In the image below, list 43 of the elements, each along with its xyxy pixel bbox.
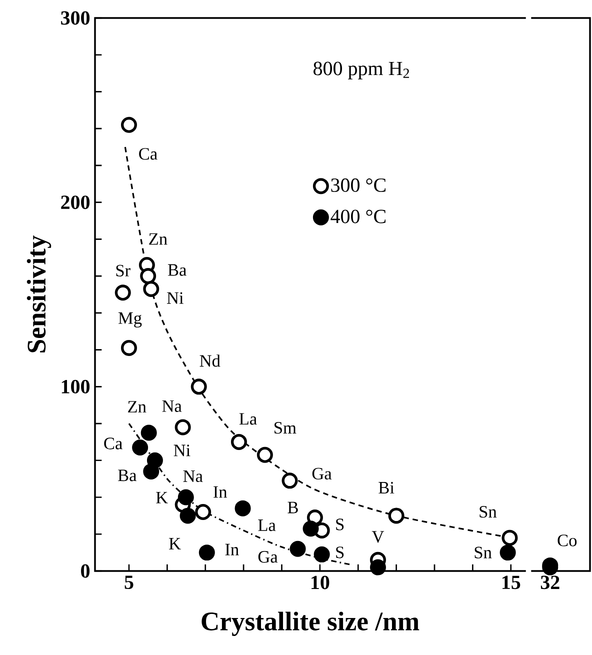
y-tick-label: 200 [61, 196, 90, 210]
annotation: Ba [168, 264, 186, 276]
annotation: Bi [378, 482, 394, 494]
annotation: Mg [118, 312, 142, 328]
x-tick-label: 10 [312, 576, 330, 590]
annotation: Ba [118, 470, 137, 482]
x-tick-label: 15 [502, 576, 520, 590]
annotation: Zn [128, 401, 146, 412]
x-axis-title: Crystallite size /nm [202, 612, 420, 636]
annotation: Co [558, 534, 577, 546]
y-axis-title: Sensitivity [26, 235, 52, 352]
annotation: La [239, 413, 257, 425]
annotation: La [258, 520, 276, 532]
annotation: Sm [274, 422, 296, 434]
annotation: Ca [139, 148, 158, 160]
annotation: Na [183, 470, 203, 482]
annotation: Sr [116, 264, 130, 276]
annotation: B [288, 502, 298, 514]
annotation: Nd [200, 354, 220, 367]
annotation: K [169, 538, 181, 550]
x-tick-label: 32 [540, 576, 560, 590]
y-tick-label: 300 [61, 11, 90, 25]
annotation: Na [162, 400, 182, 412]
annotation: In [213, 486, 228, 498]
x-tick-label: 5 [124, 576, 134, 589]
annotation: 800 ppm H$_{2}$ [314, 62, 409, 80]
annotation: Ga [312, 468, 332, 480]
annotation: Ni [174, 444, 190, 456]
annotation: Zn [149, 233, 168, 245]
legend-label: 300 °C [331, 178, 386, 192]
annotation: Sn [480, 506, 497, 518]
annotation: Ga [258, 551, 278, 563]
y-tick-label: 100 [62, 380, 90, 394]
annotation: Ni [166, 292, 184, 304]
legend-label: 400 °C [330, 210, 386, 224]
annotation: Sn [474, 546, 492, 558]
annotation: In [225, 544, 239, 556]
annotation: V [372, 531, 384, 543]
annotation: Ca [104, 438, 122, 450]
y-tick-label: 0 [81, 564, 90, 578]
annotation: S [336, 546, 344, 558]
annotation: S [336, 518, 344, 530]
annotation: K [156, 492, 168, 504]
